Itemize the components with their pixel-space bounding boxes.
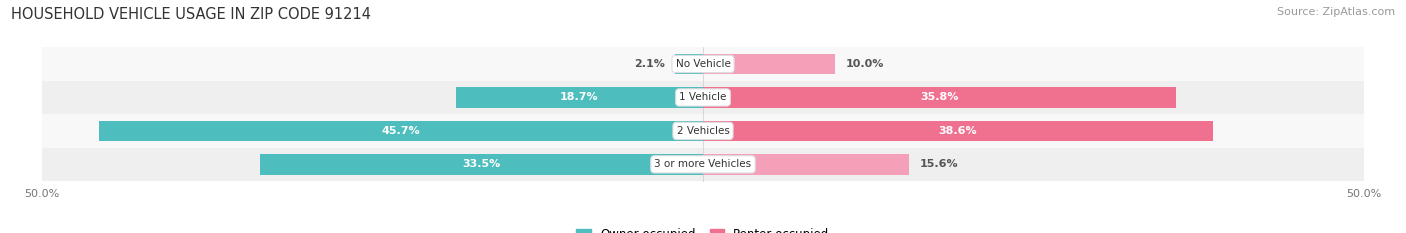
- Text: 10.0%: 10.0%: [846, 59, 884, 69]
- Text: 1 Vehicle: 1 Vehicle: [679, 93, 727, 103]
- Text: 35.8%: 35.8%: [921, 93, 959, 103]
- Bar: [260, 154, 703, 175]
- Bar: [98, 120, 703, 141]
- Text: HOUSEHOLD VEHICLE USAGE IN ZIP CODE 91214: HOUSEHOLD VEHICLE USAGE IN ZIP CODE 9121…: [11, 7, 371, 22]
- Bar: [456, 87, 703, 108]
- Text: Source: ZipAtlas.com: Source: ZipAtlas.com: [1277, 7, 1395, 17]
- Text: 3 or more Vehicles: 3 or more Vehicles: [654, 159, 752, 169]
- Text: 45.7%: 45.7%: [381, 126, 420, 136]
- Text: 2.1%: 2.1%: [634, 59, 665, 69]
- Text: No Vehicle: No Vehicle: [675, 59, 731, 69]
- Bar: [703, 120, 1213, 141]
- Bar: [42, 114, 1364, 148]
- Bar: [703, 54, 835, 74]
- Bar: [42, 148, 1364, 181]
- Bar: [42, 47, 1364, 81]
- Text: 18.7%: 18.7%: [560, 93, 599, 103]
- Bar: [703, 87, 1177, 108]
- Legend: Owner-occupied, Renter-occupied: Owner-occupied, Renter-occupied: [572, 224, 834, 233]
- Bar: [703, 154, 910, 175]
- Text: 2 Vehicles: 2 Vehicles: [676, 126, 730, 136]
- Text: 33.5%: 33.5%: [463, 159, 501, 169]
- Text: 15.6%: 15.6%: [920, 159, 959, 169]
- Bar: [675, 54, 703, 74]
- Bar: [42, 81, 1364, 114]
- Text: 38.6%: 38.6%: [939, 126, 977, 136]
